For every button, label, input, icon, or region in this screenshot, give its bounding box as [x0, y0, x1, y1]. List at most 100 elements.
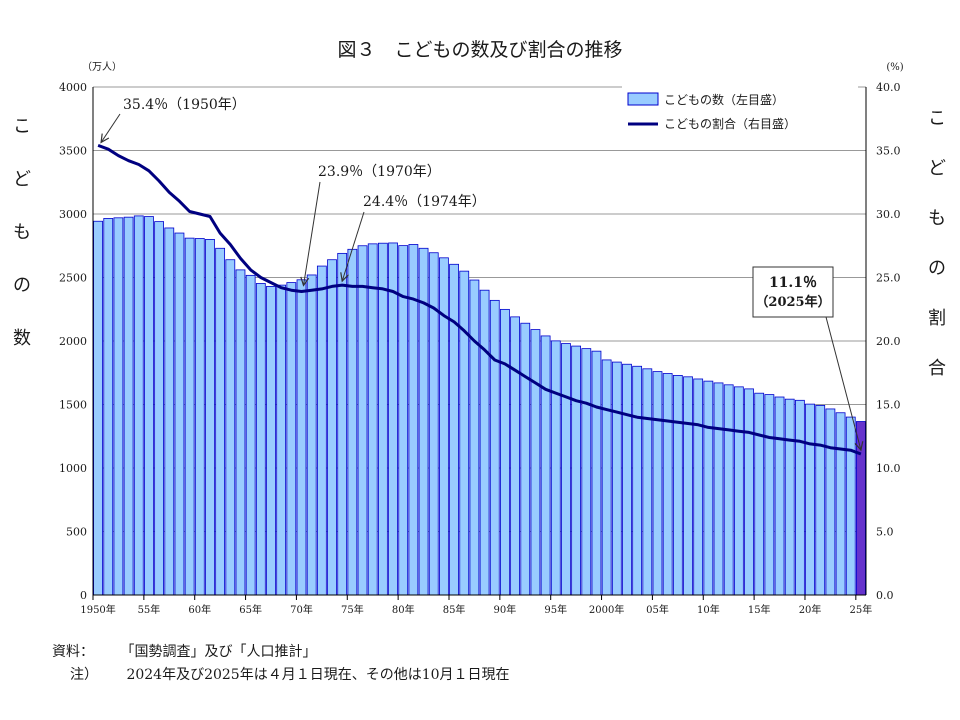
line-series [97, 143, 862, 456]
legend-line-label: こどもの割合（右目盛） [664, 116, 796, 131]
right-axis-label-char: の [928, 258, 946, 279]
bar-1977 [367, 243, 378, 596]
note-text: 2024年及び2025年は４月１日現在、その他は10月１日現在 [126, 667, 510, 683]
right-axis-label: こどもの割合 [928, 108, 946, 379]
bar-2003 [632, 365, 643, 596]
annotation-2025-value: 11.1％ [769, 275, 817, 291]
bar-1985 [449, 263, 459, 596]
bar-1994 [540, 335, 551, 596]
annotations: 35.4％（1950年） 23.9％（1970年） 24.4％（1974年） 11.1… [100, 97, 864, 452]
right-axis-label-char: 合 [928, 358, 946, 379]
bar-2002 [622, 363, 632, 596]
bar-2016 [764, 394, 775, 596]
right-tick-label: 30.0 [876, 208, 901, 221]
annotation-leader [341, 211, 365, 282]
annotation-1950: 35.4％（1950年） [123, 97, 246, 113]
bar-1990 [500, 308, 510, 596]
chart-title: 図３ こどもの数及び割合の推移 [337, 39, 622, 61]
left-tick-label: 4000 [59, 81, 87, 94]
bar-1950 [93, 220, 103, 596]
bar-1988 [479, 289, 490, 596]
bar-2020 [805, 403, 815, 596]
ratio-line [97, 143, 862, 456]
bar-1991 [510, 316, 520, 596]
bar-1966 [255, 283, 266, 596]
left-tick-label: 500 [66, 526, 87, 539]
annotation-arrowhead [340, 272, 349, 283]
bar-2018 [784, 398, 795, 596]
source-label: 資料： [52, 644, 94, 660]
x-tick-label: 60年 [188, 603, 211, 616]
left-tick-label: 2500 [59, 272, 87, 285]
x-tick-label: 70年 [290, 603, 313, 616]
bar-1955 [144, 216, 154, 596]
x-tick-label: 75年 [341, 603, 364, 616]
left-axis-label-char: ど [13, 169, 31, 190]
annotation-arrowhead [100, 133, 110, 144]
legend-bar-swatch [627, 92, 659, 106]
left-axis-label-char: こ [13, 116, 31, 137]
bar-1979 [388, 242, 398, 596]
x-tick-label: 95年 [544, 603, 567, 616]
bar-1967 [266, 285, 276, 596]
left-tick-label: 3000 [59, 208, 87, 221]
bar-2001 [611, 361, 622, 596]
bar-1984 [439, 257, 449, 596]
bar-1975 [347, 248, 358, 596]
bar-2009 [693, 378, 704, 596]
right-tick-label: 20.0 [876, 335, 901, 348]
bar-1997 [571, 345, 582, 596]
bar-1999 [591, 350, 602, 596]
bar-2024 [845, 416, 856, 596]
left-axis-label-char: 数 [13, 328, 31, 349]
bar-1995 [550, 340, 561, 596]
axes: 0 500 1000 1500 2000 2500 3000 3500 4000 0.0 5.0 10… [59, 81, 901, 616]
annotation-leader [303, 181, 321, 286]
bar-1986 [459, 270, 470, 596]
left-tick-label: 0 [80, 589, 87, 602]
bar-1964 [235, 269, 246, 596]
annotation-leader [825, 316, 862, 451]
right-axis-label-char: ど [928, 158, 946, 179]
right-tick-label: 5.0 [876, 526, 894, 539]
legend-bar-label: こどもの数（左目盛） [664, 92, 784, 107]
bar-1954 [133, 215, 144, 596]
x-tick-label: 80年 [392, 603, 415, 616]
bar-1951 [103, 218, 114, 596]
bar-1961 [205, 238, 215, 596]
bar-1978 [377, 242, 388, 596]
bar-2010 [703, 380, 714, 596]
bar-1958 [174, 232, 185, 596]
x-tick-label: 2000年 [589, 603, 624, 616]
bar-1957 [164, 227, 175, 596]
annotation-1974: 24.4％（1974年） [363, 194, 486, 210]
bar-1972 [316, 265, 327, 596]
legend-box [622, 86, 858, 136]
bar-2013 [733, 386, 744, 596]
bar-1987 [469, 279, 480, 596]
annotation-2025-box [752, 266, 834, 318]
date-note: 注） 2024年及び2025年は４月１日現在、その他は10月１日現在 [70, 664, 510, 684]
right-tick-label: 25.0 [876, 272, 901, 285]
bar-1963 [225, 259, 236, 596]
left-tick-label: 2000 [59, 335, 87, 348]
bar-2004 [642, 368, 653, 596]
right-tick-label: 35.0 [876, 145, 901, 158]
bar-1971 [306, 274, 317, 596]
bar-2006 [662, 373, 673, 596]
bar-1952 [113, 217, 124, 596]
annotation-arrowhead [854, 441, 864, 452]
bar-1959 [184, 237, 195, 596]
bar-2019 [795, 399, 805, 596]
right-tick-label: 10.0 [876, 462, 901, 475]
bar-1968 [276, 284, 287, 596]
x-tick-label: 65年 [239, 603, 262, 616]
x-tick-label: 25年 [850, 603, 873, 616]
left-axis-label-char: の [13, 275, 31, 296]
bar-1993 [530, 329, 541, 596]
bar-2005 [652, 371, 663, 596]
bar-1953 [123, 216, 134, 596]
annotation-arrowhead [300, 276, 310, 287]
left-tick-label: 1000 [59, 462, 87, 475]
